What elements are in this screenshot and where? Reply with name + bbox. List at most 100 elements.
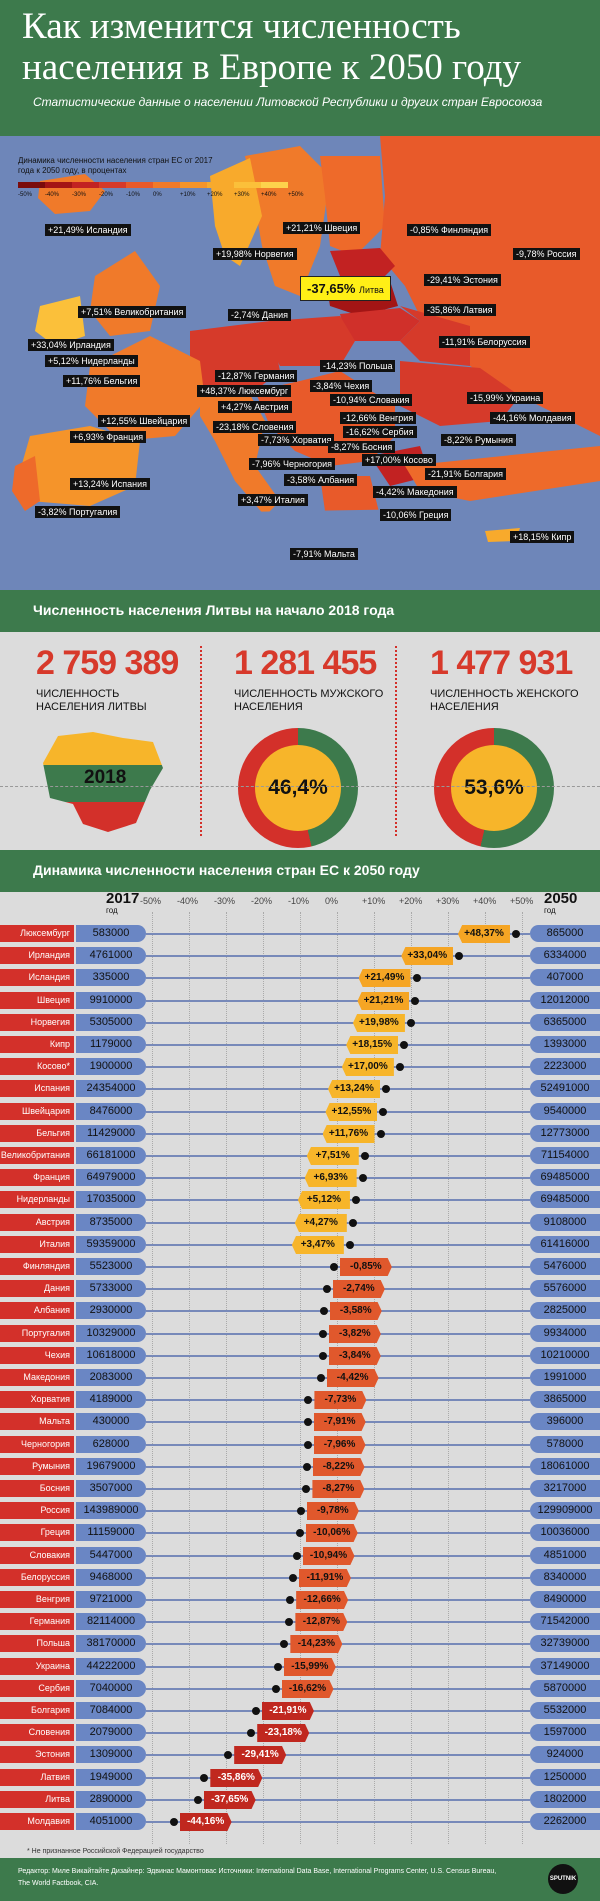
row-guide xyxy=(146,1066,530,1068)
map-country-label: +7,51% Великобритания xyxy=(78,306,187,318)
lithuania-flag-map xyxy=(43,732,163,832)
change-label: +4,27% xyxy=(294,1214,347,1232)
country-name: Ирландия xyxy=(0,947,74,964)
change-dot xyxy=(322,1285,331,1293)
legend-tick: +20% xyxy=(207,192,223,198)
section2-title: Динамика численности населения стран ЕС … xyxy=(33,862,420,878)
country-name: Исландия xyxy=(0,969,74,986)
axis-tick-label: -10% xyxy=(288,896,310,906)
pop-2017: 5305000 xyxy=(76,1014,146,1031)
pop-2050: 578000 xyxy=(530,1436,600,1453)
legend-tick: +40% xyxy=(261,192,277,198)
change-dot xyxy=(280,1640,289,1648)
change-label: +5,12% xyxy=(297,1191,350,1209)
map-country-label: -3,58% Албания xyxy=(284,474,358,486)
legend-swatch xyxy=(180,182,207,188)
page-title: Как изменится численность населения в Ев… xyxy=(22,6,522,88)
change-dot xyxy=(376,1130,385,1138)
change-label: -12,66% xyxy=(296,1591,349,1609)
change-dot xyxy=(271,1685,280,1693)
sputnik-logo: SPUTNIK xyxy=(548,1864,578,1894)
country-name: Швейцария xyxy=(0,1103,74,1120)
change-label: -37,65% xyxy=(203,1791,256,1809)
pop-2050: 9934000 xyxy=(530,1325,600,1342)
change-dot xyxy=(296,1507,305,1515)
pop-2050: 71154000 xyxy=(530,1147,600,1164)
legend-tick: 0% xyxy=(153,192,162,198)
pop-2050: 129909000 xyxy=(530,1502,600,1519)
year-start-unit: год xyxy=(106,906,118,915)
row-guide xyxy=(146,1666,530,1668)
pop-2017: 2079000 xyxy=(76,1724,146,1741)
change-label: -4,42% xyxy=(326,1369,379,1387)
change-dot xyxy=(360,1152,369,1160)
pop-2017: 8476000 xyxy=(76,1103,146,1120)
change-dot xyxy=(303,1441,312,1449)
legend-swatch xyxy=(153,182,180,188)
axis-tick-label: +30% xyxy=(436,896,460,906)
pop-2050: 69485000 xyxy=(530,1169,600,1186)
pop-2017: 5447000 xyxy=(76,1547,146,1564)
change-dot xyxy=(358,1174,367,1182)
country-name: Нидерланды xyxy=(0,1191,74,1208)
pop-2050: 12012000 xyxy=(530,992,600,1009)
legend-tick: -40% xyxy=(45,192,60,198)
pop-2050: 5576000 xyxy=(530,1280,600,1297)
change-label: +19,98% xyxy=(352,1014,405,1032)
year-end: 2050 xyxy=(544,890,578,907)
change-dot xyxy=(319,1307,328,1315)
row-guide xyxy=(146,1688,530,1690)
pop-2017: 2083000 xyxy=(76,1369,146,1386)
country-name: Белоруссия xyxy=(0,1569,74,1586)
pop-2050: 1597000 xyxy=(530,1724,600,1741)
pop-2017: 1309000 xyxy=(76,1746,146,1763)
change-label: -3,82% xyxy=(328,1325,381,1343)
map-country-label: -9,78% Россия xyxy=(513,248,580,260)
female-population-value: 1 477 931 xyxy=(430,644,573,682)
country-name: Дания xyxy=(0,1280,74,1297)
map-country-label: -4,42% Македония xyxy=(373,486,457,498)
pop-2050: 10036000 xyxy=(530,1524,600,1541)
change-dot xyxy=(303,1418,312,1426)
change-label: -14,23% xyxy=(290,1635,343,1653)
country-name: Италия xyxy=(0,1236,74,1253)
country-name: Словения xyxy=(0,1724,74,1741)
change-label: -44,16% xyxy=(179,1813,232,1831)
pop-2017: 5733000 xyxy=(76,1280,146,1297)
change-label: +18,15% xyxy=(346,1036,399,1054)
change-label: +48,37% xyxy=(457,925,510,943)
map-country-label: +19,98% Норвегия xyxy=(213,248,297,260)
axis-tick-label: -50% xyxy=(140,896,162,906)
legend-swatch xyxy=(261,182,288,188)
country-name: Сербия xyxy=(0,1680,74,1697)
pop-2050: 1991000 xyxy=(530,1369,600,1386)
map-country-label: +21,21% Швеция xyxy=(283,222,361,234)
map-country-label: -10,94% Словакия xyxy=(330,394,413,406)
pop-2017: 59359000 xyxy=(76,1236,146,1253)
pop-2050: 10210000 xyxy=(530,1347,600,1364)
pop-2050: 396000 xyxy=(530,1413,600,1430)
map-country-label: +13,24% Испания xyxy=(70,478,150,490)
pop-2017: 335000 xyxy=(76,969,146,986)
map-country-label: +3,47% Италия xyxy=(238,494,308,506)
legend-title: Динамика численности населения стран ЕС … xyxy=(18,156,213,175)
page-subtitle: Статистические данные о населении Литовс… xyxy=(33,95,543,109)
change-dot xyxy=(273,1663,282,1671)
change-label: -3,58% xyxy=(329,1302,382,1320)
male-percent: 46,4% xyxy=(255,745,341,831)
country-name: Болгария xyxy=(0,1702,74,1719)
country-name: Португалия xyxy=(0,1325,74,1342)
country-name: Швеция xyxy=(0,992,74,1009)
axis-tick-label: +50% xyxy=(510,896,534,906)
legend-swatch xyxy=(18,182,45,188)
map-country-label: -7,96% Черногория xyxy=(249,458,335,470)
change-dot xyxy=(345,1241,354,1249)
change-dot xyxy=(381,1085,390,1093)
footer: Редактор: Миле Викайтайте Дизайнер: Эдви… xyxy=(0,1858,600,1901)
map-country-label: -3,84% Чехия xyxy=(310,380,373,392)
credits: Редактор: Миле Викайтайте Дизайнер: Эдви… xyxy=(18,1868,497,1887)
row-guide xyxy=(146,1266,530,1268)
legend-color-bar xyxy=(18,182,315,188)
pop-2017: 11429000 xyxy=(76,1125,146,1142)
pop-2050: 2223000 xyxy=(530,1058,600,1075)
